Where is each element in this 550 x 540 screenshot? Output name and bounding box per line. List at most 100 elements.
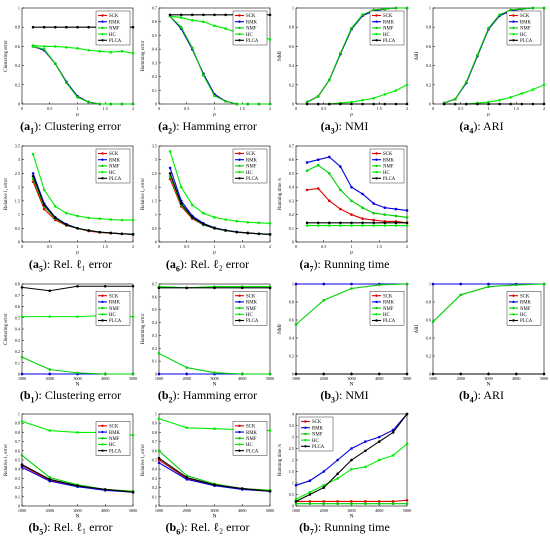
legend-marker [238,449,241,452]
data-point-nmf [308,502,312,505]
data-point-nmf [305,100,309,104]
data-point-nmf [294,323,298,326]
data-point-nmf [179,25,183,29]
data-point-rmk [157,372,161,376]
y-tick-label: 0.3 [15,476,20,481]
chart-b4: 1000 2000 3000 4000 5000 0 0.2 0.4 0.6 0.8 1 N ARI SC… [415,282,548,388]
legend-label: NMF [246,27,257,32]
x-tick-label: 2 [406,244,408,249]
x-tick-label: 1000 [292,508,300,513]
legend-marker [375,306,378,310]
y-tick-label: 2.5 [152,171,157,176]
legend-label: SCK [383,294,393,299]
data-point-plca [168,172,172,175]
legend-marker [238,158,241,161]
y-tick-label: 0.5 [15,315,20,320]
data-point-hc [191,19,194,22]
data-point-hc [391,454,395,457]
x-tick-label: 0.5 [321,106,326,111]
data-point-plca [350,458,353,462]
legend-marker [375,319,378,322]
legend-marker [101,152,104,155]
legend-marker [238,39,241,42]
y-tick-label: 0.2 [152,74,157,79]
legend-label: NMF [520,307,531,312]
legend-label: PLCA [246,449,259,454]
data-point-hc [339,224,342,227]
data-point-nmf [20,454,24,457]
legend-label: SCK [520,14,530,19]
chart-a2: 0 0.5 1 1.5 2 0 0.1 0.2 0.3 0.4 0.5 0.6 0.7 ρ Hamming … [141,6,272,118]
data-point-nmf [350,502,353,505]
data-point-plca [361,102,364,106]
y-tick-label: 0.5 [289,171,294,176]
series-line-hc [33,44,134,54]
x-tick-label: 1000 [429,376,437,381]
caption-text: ): Running time [313,257,390,271]
data-point-rmk [20,372,24,376]
legend-label: NMF [109,437,120,442]
y-tick-label: 0.2 [426,82,431,87]
data-point-hc [364,465,367,469]
data-point-hc [157,417,161,420]
data-point-nmf [48,368,52,371]
data-point-plca [405,102,409,106]
y-tick-label: 0.6 [152,19,157,24]
data-point-hc [268,38,272,41]
x-axis-label: N [213,514,217,520]
y-tick-label: 0 [155,372,157,377]
data-point-hc [372,96,375,100]
y-tick-label: 0.1 [152,494,157,499]
data-point-plca [328,221,331,225]
caption-text: ): Clustering error [34,388,122,402]
y-tick-label: 0.2 [426,354,431,359]
data-point-nmf [185,474,189,477]
x-tick-label: 5000 [129,376,137,381]
legend-marker [375,26,378,30]
y-tick-label: 0.4 [152,320,158,325]
data-point-hc [336,477,339,480]
y-tick-label: 0.8 [289,25,294,30]
data-point-nmf [339,188,342,192]
x-tick-label: 3000 [347,508,355,513]
y-tick-label: 0 [155,102,157,107]
data-point-plca [157,456,161,460]
data-point-hc [87,48,90,52]
data-point-hc [531,88,535,91]
legend-label: PLCA [246,177,259,182]
series-line-plca [32,175,134,235]
caption-a7: (a7): Running time [276,257,413,273]
data-point-nmf [361,13,364,17]
chart-panel-a3: 0 0.5 1 1.5 2 0 0.2 0.4 0.6 0.8 1 ρ NMI SCK RMK NMF HC PL… [276,2,413,140]
data-point-hc [213,216,216,219]
data-point-plca [20,463,24,466]
y-axis-label: Running time /s [278,444,283,476]
data-point-nmf [328,78,331,82]
y-tick-label: 0.5 [15,458,20,463]
x-tick-label: 0.5 [321,244,326,249]
legend-label: NMF [383,165,394,170]
legend-label: PLCA [383,39,396,44]
legend-marker [238,313,241,316]
data-point-plca [103,284,107,288]
data-point-plca [120,232,124,236]
data-point-plca [391,431,395,434]
data-point-nmf [294,502,298,505]
y-tick-label: 2.5 [289,446,294,451]
data-point-hc [109,218,113,221]
data-point-rmk [394,207,398,211]
caption-text: ): ARI [473,388,504,402]
x-tick-label: 2000 [320,376,328,381]
caption-text: ): NMI [334,119,369,133]
x-axis-label: N [76,514,80,520]
legend-marker [101,319,104,322]
legend-label: PLCA [520,319,533,324]
data-point-nmf [48,476,52,479]
data-point-plca [98,230,101,234]
x-tick-label: 1 [76,106,78,111]
data-point-plca [76,226,79,230]
